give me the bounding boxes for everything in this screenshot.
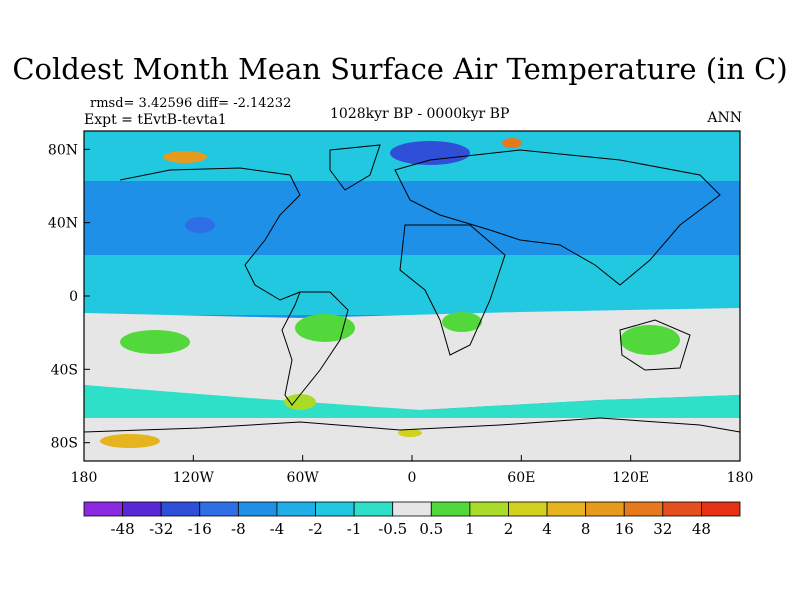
colorbar-swatch-2 [160,501,201,517]
field-tropics [84,255,740,315]
colorbar-swatch-0 [83,501,123,517]
colorbar-label: -16 [188,520,212,538]
colorbar-label: 0.5 [419,520,443,538]
colorbar-swatch-8 [392,501,432,517]
patch-green-south-america [295,314,355,342]
colorbar-labels: -48 -32 -16 -8 -4 -2 -1 -0.5 0.5 1 2 4 8 16 32 48 [111,520,711,538]
coast-eurasia [394,149,721,286]
field-layer [84,131,740,461]
coast-north-america [119,167,301,301]
patch-greenland-hotspot [502,138,522,148]
colorbar-label: 2 [504,520,514,538]
patch-cold-siberia [390,141,470,165]
colorbar-label: 48 [692,520,711,538]
colorbar-label: 8 [581,520,591,538]
colorbar-label: 4 [542,520,552,538]
coastlines [83,144,741,433]
map-title: Coldest Month Mean Surface Air Temperatu… [12,52,788,86]
lat-label: 80N [48,142,78,158]
colorbar-label: -1 [347,520,362,538]
patch-antarctic-small [398,429,422,437]
coast-antarctica [83,417,741,433]
lon-label: 120E [612,470,649,486]
colorbar-label: -8 [231,520,246,538]
colorbar-label: -48 [111,520,135,538]
lat-ticks: 80N 40N 0 40S 80S [48,142,90,452]
coast-africa [399,224,506,356]
field-south-grey [84,308,740,410]
lat-label: 40N [48,216,78,232]
coast-south-america [281,291,349,406]
colorbar-label: 32 [653,520,672,538]
colorbar-swatch-3 [199,501,239,517]
patch-green-pacific [120,330,190,354]
lon-ticks: 180 120W 60W 0 60E 120E 180 [71,455,754,486]
patch-antarctic-hotspot [100,434,160,448]
lat-label: 0 [69,289,78,305]
lon-label: 60E [507,470,535,486]
colorbar-swatch-5 [276,501,316,517]
coast-australia [619,319,691,371]
colorbar-swatch-9 [430,501,471,517]
experiment-label: Expt = tEvtB-tevta1 [84,112,227,128]
lon-label: 120W [173,470,215,486]
colorbar-swatch-1 [122,501,162,517]
colorbar-swatch-6 [315,501,355,517]
season-label: ANN [707,110,742,126]
colorbar-swatch-10 [469,501,509,517]
stats-line: rmsd= 3.42596 diff= -2.14232 [90,96,292,111]
colorbar-swatch-15 [662,501,702,517]
lat-label: 40S [51,362,78,378]
colorbar-swatch-13 [585,501,625,517]
lat-label: 80S [51,436,78,452]
colorbar-swatch-7 [353,501,394,517]
field-antarctic-grey [84,418,740,461]
colorbar-label: 16 [615,520,634,538]
colorbar-label: 1 [465,520,475,538]
colorbar-swatch-11 [508,501,548,517]
patch-arctic-hotspot [163,151,207,163]
colorbar-swatch-16 [701,501,741,517]
colorbar-label: -4 [270,520,285,538]
lon-label: 180 [727,470,754,486]
colorbar [83,501,741,517]
lon-label: 60W [287,470,320,486]
patch-green-australia [620,325,680,355]
field-southern-ocean [84,385,740,420]
period-label: 1028kyr BP - 0000kyr BP [330,106,510,122]
colorbar-label: -2 [308,520,323,538]
lon-label: 180 [71,470,98,486]
patch-cold-canada [185,217,215,233]
patch-green-africa [442,312,482,332]
colorbar-swatch-12 [546,501,587,517]
colorbar-swatch-14 [623,501,664,517]
colorbar-label: -32 [149,520,173,538]
colorbar-swatch-4 [237,501,278,517]
coast-greenland [329,144,381,191]
patch-green-patagonia [284,394,316,410]
colorbar-label: -0.5 [378,520,407,538]
lon-label: 0 [408,470,417,486]
